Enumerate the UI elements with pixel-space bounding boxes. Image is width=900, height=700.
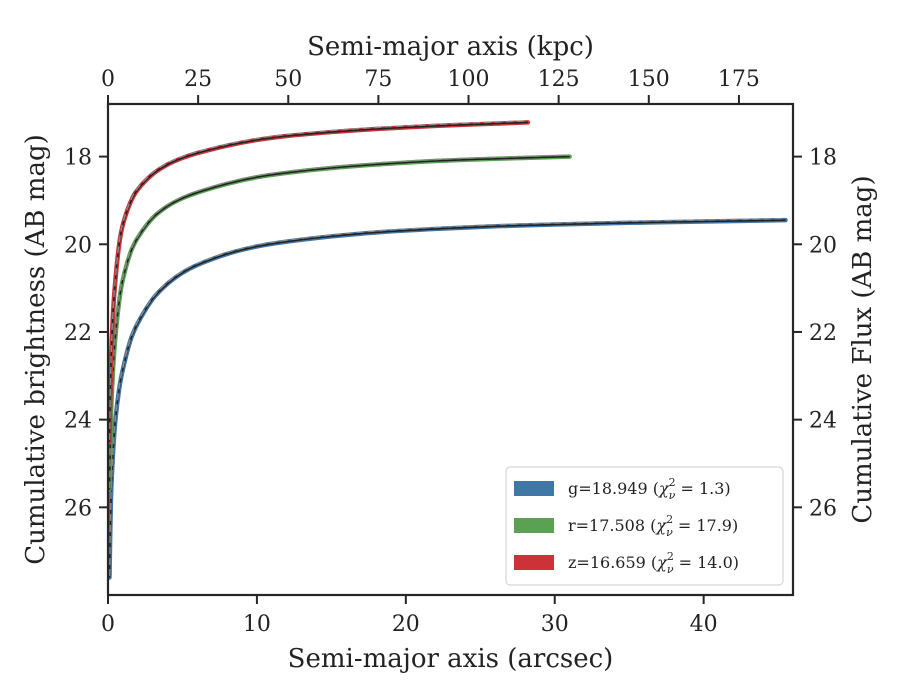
top-x-tick-label: 100 [448,67,490,92]
x-axis-label: Semi-major axis (arcsec) [288,644,614,674]
y-tick-label: 20 [64,233,92,258]
right-y-axis-label: Cumulative Flux (AB mag) [848,175,878,523]
right-y-tick-label: 18 [809,146,837,171]
top-x-tick-label: 150 [628,67,670,92]
legend-swatch-z [514,555,554,570]
dashed-line-z [108,120,528,441]
top-x-tick-label: 25 [184,67,212,92]
legend-entry-z: z=16.659 (χ2 ν = 14.0) [514,550,739,576]
top-x-tick-label: 0 [101,67,115,92]
right-y-tick-label: 24 [809,409,837,434]
x-tick-label: 40 [690,612,718,637]
model-line-r [108,155,570,490]
y-tick-label: 26 [64,496,92,521]
legend-label-z: z=16.659 (χ2 ν = 14.0) [568,550,739,576]
x-tick-label: 10 [243,612,271,637]
legend-label-r: r=17.508 (χ2 ν = 17.9) [568,513,738,539]
top-x-tick-label: 50 [274,67,302,92]
x-tick-label: 20 [392,612,420,637]
legend-swatch-r [514,518,554,533]
top-x-tick-label: 125 [538,67,580,92]
y-tick-label: 18 [64,146,92,171]
legend-box [505,466,784,586]
dashed-line-g [108,217,786,576]
right-y-tick-label: 20 [809,233,837,258]
top-x-tick-label: 175 [718,67,760,92]
x-tick-label: 30 [541,612,569,637]
curves-group [107,120,788,580]
y-tick-label: 24 [64,409,92,434]
top-x-axis-label: Semi-major axis (kpc) [307,32,594,62]
series-line-r [107,154,572,493]
legend: g=18.949 (χ2 ν = 1.3) r=17.508 (χ2 ν = 17.… [505,466,784,586]
right-y-tick-label: 26 [809,496,837,521]
legend-label-g: g=18.949 (χ2 ν = 1.3) [568,476,731,502]
legend-entry-g: g=18.949 (χ2 ν = 1.3) [514,476,731,502]
legend-entry-r: r=17.508 (χ2 ν = 17.9) [514,513,738,539]
plot-frame [106,102,795,597]
y-axis-label: Cumulative brightness (AB mag) [21,134,51,565]
dashed-line-r [108,154,570,489]
top-x-tick-label: 75 [364,67,392,92]
right-y-tick-label: 22 [809,321,837,346]
x-tick-label: 0 [101,612,115,637]
ticks-group: 0 10 20 30 40 0 25 50 75 100 125 150 175 18 18 20 20 22 22… [64,67,837,637]
legend-swatch-g [514,481,554,496]
y-tick-label: 22 [64,321,92,346]
